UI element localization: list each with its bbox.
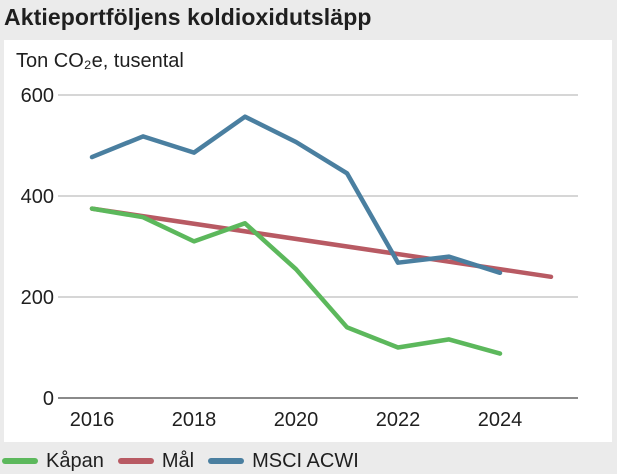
legend-label-msci-acwi: MSCI ACWI [252,449,359,472]
series-line-msci-acwi [89,114,503,276]
x-tick-label-2022: 2022 [376,409,421,431]
x-tick-label-2018: 2018 [172,409,217,431]
x-tick-label-2016: 2016 [70,409,115,431]
y-tick-label-400: 400 [21,186,54,208]
legend-label-mal: Mål [161,449,195,472]
legend: Kåpan Mål MSCI ACWI [2,448,373,474]
x-tick-label-2024: 2024 [478,409,523,431]
y-axis-label: Ton CO₂e, tusental [16,50,184,72]
y-tick-label-600: 600 [21,85,54,107]
series-line-kapan [89,206,503,356]
x-tick-label-2020: 2020 [274,409,319,431]
legend-item-kapan[interactable]: Kåpan [2,450,104,473]
legend-swatch-msci-acwi [208,458,245,464]
legend-item-msci-acwi[interactable]: MSCI ACWI [208,450,359,473]
legend-item-mal[interactable]: Mål [117,449,195,473]
y-tick-label-0: 0 [43,388,54,410]
y-tick-label-200: 200 [21,287,54,309]
legend-swatch-kapan [2,458,38,464]
legend-swatch-mal [117,458,154,464]
chart-title: Aktieportföljens koldioxidutsläpp [4,4,372,30]
legend-label-kapan: Kåpan [46,449,104,472]
